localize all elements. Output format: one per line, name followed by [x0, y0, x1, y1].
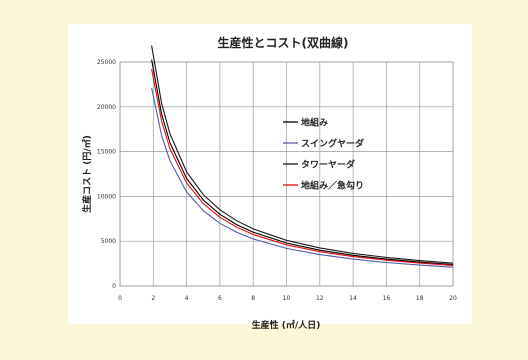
x-tick-label: 12	[316, 295, 324, 302]
series-line	[151, 59, 454, 266]
legend-label: スイングヤーダ	[301, 138, 364, 150]
x-tick-label: 16	[383, 295, 391, 302]
x-tick-label: 20	[449, 295, 457, 302]
x-tick-label: 10	[283, 295, 291, 302]
y-tick-label: 20000	[97, 104, 116, 111]
axes: 0 2 4 6 8 10 12 14 16 18 20 0 5000 10000 15000 20000 250…	[97, 59, 457, 302]
y-axis-label: 生産コスト (円/㎡)	[81, 135, 93, 213]
series-line	[151, 68, 454, 266]
x-tick-label: 2	[151, 295, 155, 302]
chart-title: 生産性とコスト(双曲線)	[218, 35, 349, 50]
x-tick-label: 8	[251, 295, 255, 302]
series-line	[151, 87, 454, 268]
y-tick-label: 10000	[97, 193, 116, 200]
legend-label: 地組み	[301, 117, 328, 129]
x-tick-label: 0	[118, 295, 122, 302]
legend-label: 地組み／急勾り	[301, 180, 364, 192]
y-tick-label: 15000	[97, 149, 116, 156]
x-tick-label: 6	[218, 295, 222, 302]
y-tick-label: 25000	[97, 59, 116, 66]
x-axis-label: 生産性 (㎡/人日)	[252, 319, 321, 331]
x-tick-label: 4	[185, 295, 189, 302]
y-tick-label: 0	[112, 283, 116, 290]
series-lines	[151, 45, 454, 268]
x-tick-label: 18	[416, 295, 424, 302]
x-tick-label: 14	[349, 295, 357, 302]
y-tick-label: 5000	[101, 238, 116, 245]
legend-label: タワーヤーダ	[301, 159, 355, 171]
series-line	[151, 45, 454, 264]
grid-lines	[120, 62, 453, 286]
